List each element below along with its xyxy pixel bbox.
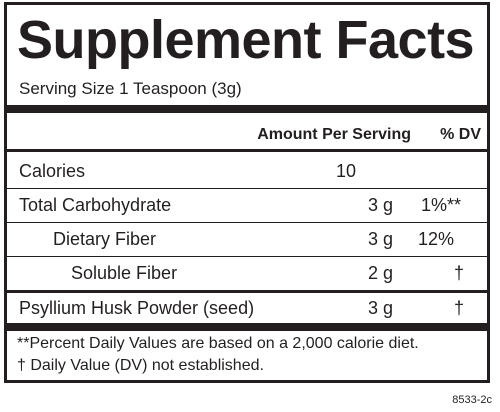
row-calories-name: Calories bbox=[19, 161, 86, 181]
footnote-daily-values: **Percent Daily Values are based on a 2,… bbox=[17, 335, 419, 352]
label-title: Supplement Facts bbox=[17, 10, 475, 70]
rule-header bbox=[7, 149, 487, 152]
serving-size: Serving Size 1 Teaspoon (3g) bbox=[19, 79, 242, 98]
row-dietary-fiber-amount: 3 g bbox=[367, 229, 393, 249]
rule-row-2 bbox=[7, 222, 487, 223]
row-total-carbohydrate-name: Total Carbohydrate bbox=[19, 195, 172, 215]
rule-row-3 bbox=[7, 256, 487, 257]
rule-row-1 bbox=[7, 188, 487, 189]
footnote-dv-not-established: † Daily Value (DV) not established. bbox=[17, 357, 264, 374]
row-dietary-fiber-dv: 12% bbox=[418, 229, 455, 249]
rule-thick-top bbox=[7, 105, 487, 113]
row-dietary-fiber-name: Dietary Fiber bbox=[53, 229, 157, 249]
rule-row-4 bbox=[7, 290, 487, 293]
header-percent-dv: % DV bbox=[440, 126, 481, 143]
row-soluble-fiber-name: Soluble Fiber bbox=[71, 263, 178, 283]
row-psyllium-husk-powder-dv: † bbox=[453, 298, 464, 318]
row-soluble-fiber-amount: 2 g bbox=[367, 263, 393, 283]
row-total-carbohydrate-dv: 1%** bbox=[421, 195, 462, 215]
header-amount-per-serving: Amount Per Serving bbox=[257, 126, 411, 143]
rule-thick-bottom bbox=[7, 323, 487, 331]
row-calories-amount: 10 bbox=[336, 161, 357, 181]
product-code: 8533-2c bbox=[452, 394, 492, 406]
row-total-carbohydrate-amount: 3 g bbox=[367, 195, 393, 215]
supplement-facts-panel: Supplement Facts Serving Size 1 Teaspoon… bbox=[4, 2, 490, 383]
row-psyllium-husk-powder-name: Psyllium Husk Powder (seed) bbox=[19, 298, 255, 318]
row-soluble-fiber-dv: † bbox=[453, 263, 464, 283]
row-psyllium-husk-powder-amount: 3 g bbox=[367, 298, 393, 318]
